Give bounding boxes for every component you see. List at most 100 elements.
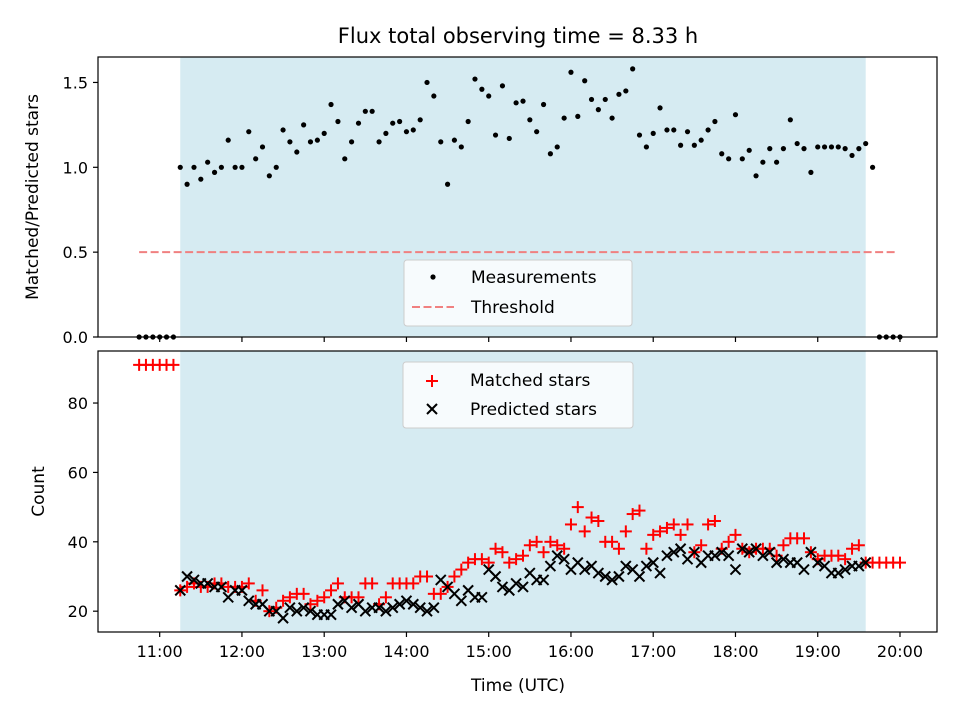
- matched-marker: [647, 528, 660, 541]
- predicted-marker: [387, 602, 399, 614]
- measurement-point: [767, 146, 773, 152]
- predicted-marker: [297, 602, 310, 614]
- predicted-marker: [859, 556, 872, 569]
- predicted-marker: [770, 556, 783, 569]
- legend-predicted-marker: [426, 403, 438, 415]
- matched-marker: [366, 577, 379, 590]
- predicted-marker: [181, 570, 193, 583]
- bottom-y-axis-label: Count: [29, 466, 49, 517]
- measurement-point: [540, 101, 547, 108]
- predicted-marker: [188, 574, 200, 586]
- matched-marker: [530, 535, 543, 548]
- matched-marker: [434, 587, 447, 600]
- measurement-point: [575, 113, 581, 119]
- measurement-point: [342, 156, 348, 162]
- predicted-marker: [578, 563, 591, 576]
- matched-marker: [503, 556, 516, 569]
- measurement-point: [828, 144, 835, 150]
- predicted-marker: [777, 553, 790, 565]
- predicted-marker: [709, 549, 721, 562]
- matched-marker: [558, 542, 571, 555]
- matched-marker: [448, 570, 461, 583]
- measurement-point: [636, 132, 643, 138]
- matched-marker: [283, 591, 296, 604]
- measurement-point: [506, 135, 512, 142]
- matched-marker: [379, 591, 392, 604]
- predicted-marker: [757, 549, 769, 562]
- matched-marker: [325, 584, 338, 597]
- measurement-point: [191, 164, 197, 170]
- measurement-point: [410, 127, 416, 133]
- predicted-marker: [243, 595, 255, 607]
- measurement-point: [774, 159, 780, 165]
- top-legend-box: [403, 259, 633, 327]
- bottom-y-tick-label: 80: [68, 394, 88, 413]
- predicted-marker: [215, 581, 228, 593]
- matched-marker: [331, 577, 344, 590]
- matched-marker: [475, 553, 488, 566]
- predicted-marker: [325, 608, 337, 621]
- predicted-marker: [688, 546, 701, 558]
- matched-marker: [626, 508, 639, 521]
- measurement-point: [472, 76, 478, 82]
- measurement-point: [616, 91, 622, 97]
- predicted-marker: [489, 570, 502, 583]
- matched-marker: [277, 594, 290, 607]
- predicted-marker: [510, 577, 522, 590]
- matched-marker: [585, 511, 598, 524]
- x-tick-label: 15:00: [466, 642, 512, 661]
- measurement-point: [691, 142, 697, 148]
- measurement-point: [568, 69, 574, 75]
- measurement-point: [444, 181, 451, 187]
- measurement-point: [486, 93, 492, 99]
- measurement-point: [348, 139, 355, 145]
- measurement-point: [657, 105, 663, 111]
- predicted-marker: [736, 543, 749, 555]
- predicted-marker: [716, 546, 728, 558]
- measurement-point: [431, 93, 437, 99]
- measurement-point: [451, 137, 458, 143]
- measurement-point: [739, 156, 745, 162]
- predicted-marker: [455, 595, 468, 607]
- matched-marker: [633, 504, 646, 517]
- predicted-marker: [620, 560, 632, 572]
- predicted-marker: [592, 567, 605, 579]
- measurement-point: [479, 86, 485, 92]
- measurement-point: [643, 144, 649, 150]
- matched-marker: [592, 514, 605, 527]
- predicted-marker: [496, 581, 509, 593]
- predicted-marker: [853, 560, 865, 572]
- predicted-marker: [332, 598, 344, 610]
- measurement-point: [588, 96, 595, 103]
- predicted-marker: [304, 605, 317, 617]
- measurement-point: [321, 130, 327, 136]
- bottom-y-tick-label: 60: [68, 463, 88, 482]
- matched-marker: [893, 556, 906, 569]
- top-y-axis-label: Matched/Predicted stars: [23, 94, 43, 300]
- matched-marker: [606, 535, 619, 548]
- measurement-points: [136, 66, 903, 340]
- measurement-point: [403, 129, 410, 135]
- predicted-marker: [640, 560, 653, 572]
- predicted-marker: [407, 598, 419, 610]
- measurement-point: [753, 173, 759, 179]
- top-panel: 0.0 0.5 1.0 1.5 Matched/Predicted stars Mea…: [23, 56, 938, 347]
- matched-marker: [797, 532, 810, 545]
- x-tick-label: 12:00: [219, 642, 265, 661]
- measurement-point: [177, 164, 183, 170]
- matched-marker: [695, 539, 708, 552]
- predicted-marker: [345, 602, 358, 614]
- measurement-point: [554, 144, 560, 150]
- top-y-tick-label: 1.5: [63, 73, 88, 92]
- measurement-point: [863, 140, 869, 147]
- measurement-point: [630, 66, 636, 72]
- measurement-point: [438, 139, 444, 145]
- measurement-point: [287, 139, 293, 145]
- matched-marker: [242, 577, 255, 590]
- measurement-point: [794, 140, 800, 147]
- measurement-point: [609, 115, 615, 121]
- matched-marker: [510, 553, 523, 566]
- legend-matched-label: Matched stars: [470, 371, 590, 391]
- predicted-marker: [839, 563, 851, 576]
- predicted-marker: [832, 567, 845, 579]
